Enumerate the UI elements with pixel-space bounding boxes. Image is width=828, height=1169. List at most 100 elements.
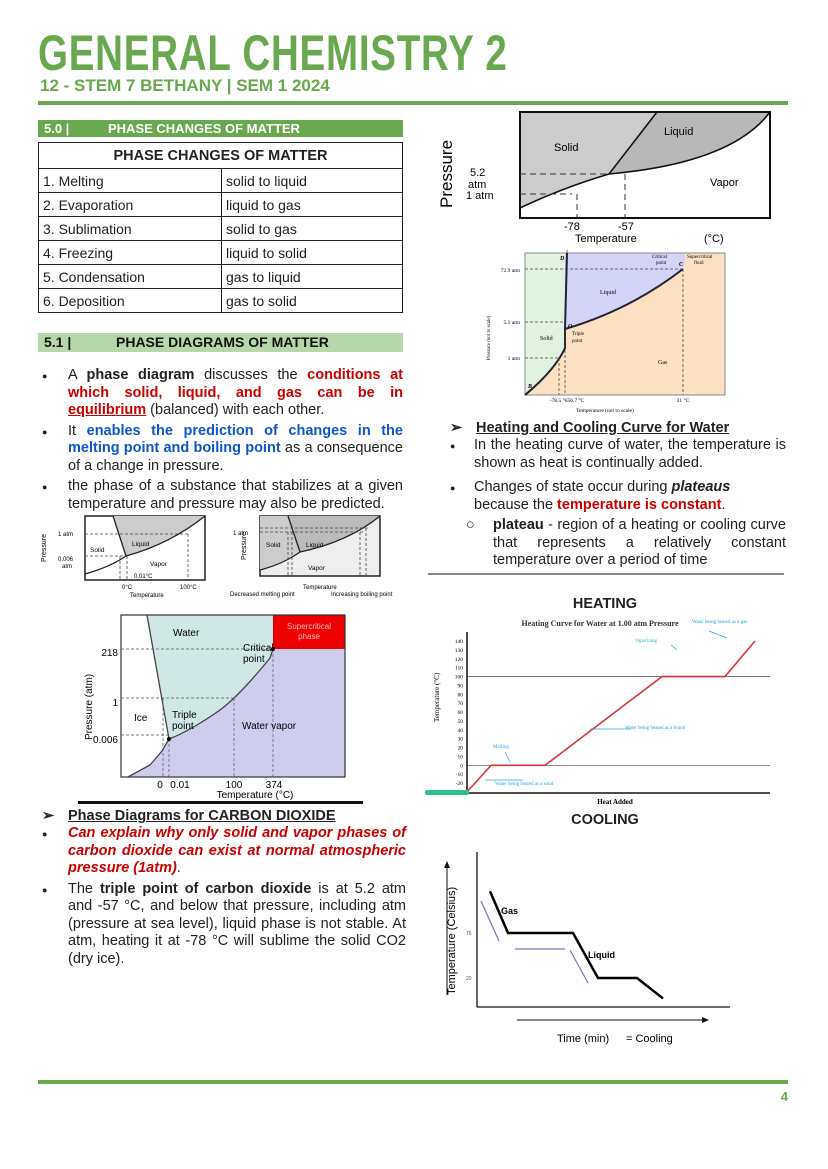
svg-text:Water: Water [173, 628, 200, 639]
y-tick-label: 140 [455, 639, 464, 645]
svg-text:Supercritical: Supercritical [287, 622, 331, 631]
divider [428, 573, 784, 575]
cooling-curve-chart: 75 20 Temperature (Celsius) Time (min) = Coo… [444, 852, 730, 1045]
svg-text:Triple: Triple [172, 710, 197, 721]
y-tick-label: 60 [458, 710, 464, 716]
svg-text:O: O [568, 324, 573, 330]
y-tick-label: -10 [456, 772, 464, 778]
list-item: Changes of state occur during plateaus b… [446, 479, 786, 514]
annotation: Water being heated as a liquid [625, 726, 686, 731]
y-axis-label: Temperature (°C) [433, 672, 441, 722]
co2-heading: Phase Diagrams for CARBON DIOXIDE [38, 808, 406, 824]
x-axis-label: Time (min) [557, 1033, 609, 1045]
section-number: 5.1 | [44, 334, 72, 350]
svg-text:point: point [172, 721, 194, 732]
annotation: Melting [493, 745, 509, 750]
phase-label: Liquid [588, 950, 615, 960]
annotation-arrow [708, 630, 728, 639]
svg-text:Pressure: Pressure [41, 534, 48, 562]
phase-change-cell: 1. Melting [38, 168, 222, 193]
svg-text:100°C: 100°C [180, 585, 197, 591]
y-tick-label: 80 [458, 692, 464, 698]
svg-text:Supercritical: Supercritical [687, 255, 713, 260]
svg-text:72.9 atm: 72.9 atm [501, 268, 521, 274]
arrow-head-icon [444, 861, 450, 868]
svg-text:Gas: Gas [658, 360, 668, 366]
svg-text:point: point [243, 654, 265, 665]
svg-text:Vapor: Vapor [150, 561, 168, 568]
y-tick-label: -20 [456, 781, 464, 787]
section-5-1-header: 5.1 | PHASE DIAGRAMS OF MATTER [38, 333, 403, 352]
direction-arrow [569, 949, 589, 984]
highlight-mark [425, 790, 469, 795]
phase-change-cell: 4. Freezing [38, 240, 222, 265]
list-item: In the heating curve of water, the tempe… [446, 437, 786, 472]
svg-text:0°C: 0°C [122, 585, 133, 591]
table-row: 6. Deposition gas to solid [38, 288, 403, 313]
svg-text:0.01: 0.01 [170, 780, 190, 791]
svg-text:5.2: 5.2 [470, 167, 485, 179]
co2-phase-diagram-detailed: Pressure (not to scale) 72.9 atm 5.1 atm… [487, 250, 726, 414]
svg-text:D: D [559, 256, 565, 262]
section-number: 5.0 | [44, 121, 70, 136]
svg-text:Liquid: Liquid [306, 542, 324, 549]
svg-text:Liquid: Liquid [600, 290, 616, 296]
y-tick-label: 0 [460, 763, 463, 769]
heating-cooling-section: Heating and Cooling Curve for Water In t… [446, 420, 786, 570]
annotation: Vaporizing [635, 639, 657, 644]
phase-diagram-bullets: A phase diagram discusses the conditions… [38, 367, 403, 516]
svg-text:Triple: Triple [572, 332, 585, 337]
annotation: Water being heated as a solid [495, 782, 554, 787]
svg-text:phase: phase [298, 632, 320, 641]
footer-divider [38, 1080, 788, 1084]
svg-text:31 °C: 31 °C [677, 397, 690, 404]
svg-text:Liquid: Liquid [664, 126, 693, 138]
svg-text:C: C [679, 262, 684, 268]
table-row: 3. Sublimation solid to gas [38, 216, 403, 241]
svg-text:-57: -57 [618, 221, 634, 233]
y-tick-label: 130 [455, 648, 464, 654]
svg-text:Temperature (°C): Temperature (°C) [217, 790, 294, 801]
direction-arrow [480, 900, 500, 942]
phase-change-cell: 2. Evaporation [38, 192, 222, 217]
y-tick-label: 90 [458, 683, 464, 689]
svg-text:atm: atm [62, 564, 72, 570]
phase-diagram-pressure-effect: Pressure 1 atm Solid Liquid Vapor Temper… [230, 515, 393, 598]
svg-text:point: point [656, 261, 667, 266]
svg-text:5.1 atm: 5.1 atm [504, 320, 521, 326]
svg-text:fluid: fluid [694, 261, 704, 266]
phase-change-cell: 6. Deposition [38, 288, 222, 313]
svg-text:-78.5 °C: -78.5 °C [550, 397, 569, 404]
heating-bullets: In the heating curve of water, the tempe… [446, 437, 786, 514]
y-tick-label: 75 [466, 931, 472, 937]
svg-text:100: 100 [226, 780, 243, 791]
heating-cooling-heading: Heating and Cooling Curve for Water [446, 420, 786, 436]
svg-text:Pressure: Pressure [241, 532, 248, 560]
list-item: The triple point of carbon dioxide is at… [38, 881, 406, 969]
annotation-arrow [670, 644, 678, 651]
svg-text:Pressure (atm): Pressure (atm) [84, 674, 95, 740]
phase-transition-cell: gas to liquid [221, 264, 403, 289]
svg-text:Pressure: Pressure [437, 140, 456, 208]
phase-transition-cell: liquid to solid [221, 240, 403, 265]
plateau-definition: ○ plateau - region of a heating or coolin… [466, 517, 786, 568]
svg-text:0.01°C: 0.01°C [134, 574, 153, 580]
phase-transition-cell: solid to gas [221, 216, 403, 241]
phase-transition-cell: gas to solid [221, 288, 403, 313]
svg-text:Temperature: Temperature [130, 593, 164, 599]
svg-text:Ice: Ice [134, 713, 148, 724]
svg-text:Decreased melting point: Decreased melting point [230, 592, 295, 598]
svg-text:0.006: 0.006 [93, 735, 118, 746]
svg-text:Pressure (not to scale): Pressure (not to scale) [487, 315, 492, 360]
y-tick-label: 100 [455, 675, 464, 681]
svg-text:1 atm: 1 atm [508, 356, 521, 362]
y-tick-label: 50 [458, 719, 464, 725]
phase-label: Gas [501, 906, 518, 916]
list-item: the phase of a substance that stabilizes… [38, 478, 403, 513]
chart-title: Heating Curve for Water at 1.00 atm Pres… [521, 619, 678, 628]
y-tick-label: 110 [455, 666, 463, 672]
document-subtitle: 12 - STEM 7 BETHANY | SEM 1 2024 [40, 76, 330, 95]
svg-text:Vapor: Vapor [308, 565, 326, 572]
y-tick-label: 10 [458, 754, 464, 760]
table-header: PHASE CHANGES OF MATTER [38, 142, 403, 169]
